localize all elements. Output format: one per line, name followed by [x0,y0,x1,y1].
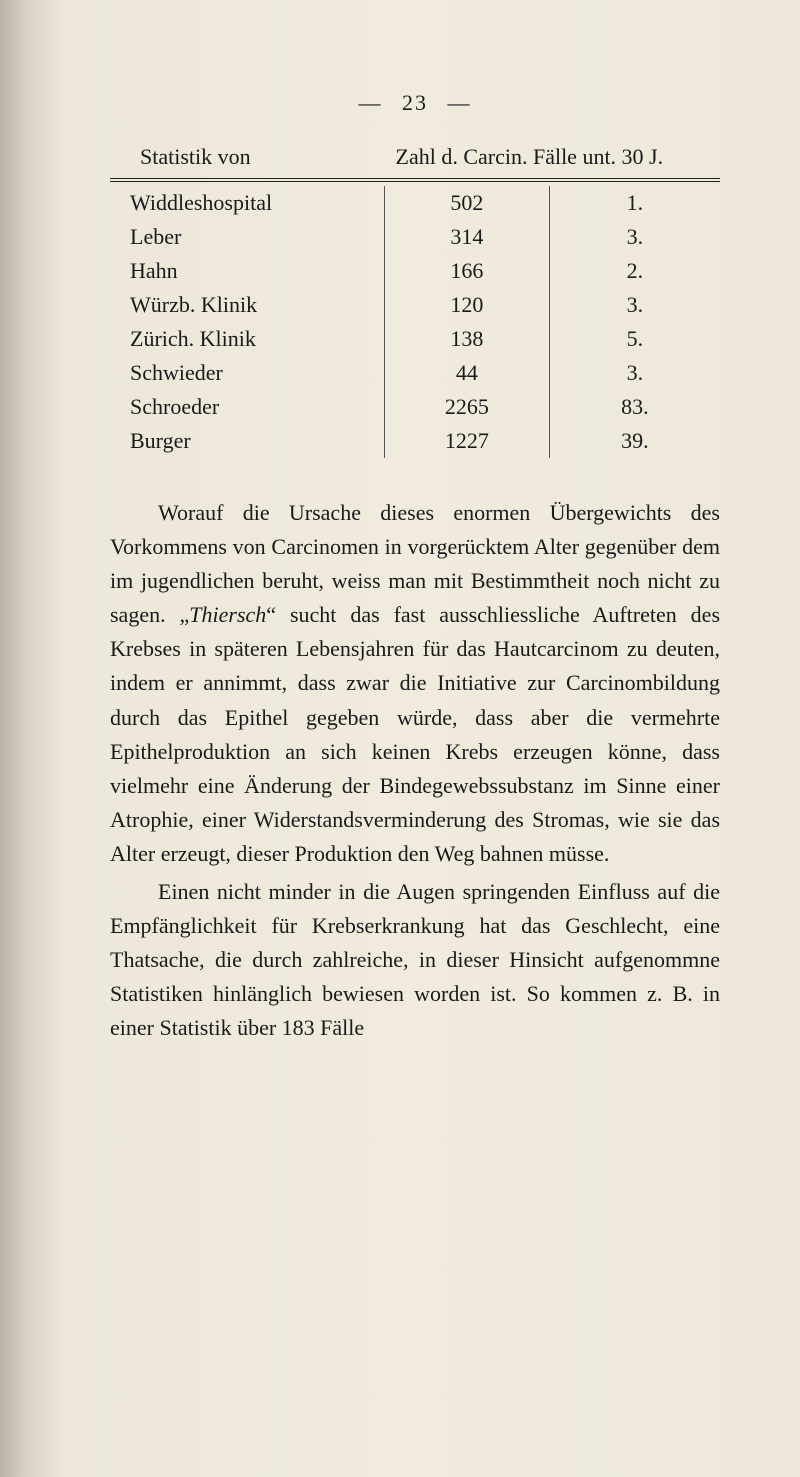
row-name: Würzb. Klinik [110,288,385,322]
row-count: 120 [385,288,550,322]
table-row: Schroeder 2265 83. [110,390,720,424]
row-name: Hahn [110,254,385,288]
row-count: 2265 [385,390,550,424]
row-count: 1227 [385,424,550,458]
row-count: 44 [385,356,550,390]
row-under30: 1. [549,186,720,220]
table-row: Würzb. Klinik 120 3. [110,288,720,322]
table-row: Hahn 166 2. [110,254,720,288]
heading-left: Statistik von [110,144,390,170]
row-under30: 39. [549,424,720,458]
paragraph-2: Einen nicht minder in die Augen springen… [110,875,720,1045]
heading-right: Zahl d. Carcin. Fälle unt. 30 J. [396,144,664,170]
author-thiersch: Thiersch [189,602,266,627]
dash-left: — [359,90,383,116]
row-name: Zürich. Klinik [110,322,385,356]
row-under30: 83. [549,390,720,424]
row-under30: 3. [549,288,720,322]
page-number-row: — 23 — [110,90,720,116]
table-row: Leber 314 3. [110,220,720,254]
table-row: Schwieder 44 3. [110,356,720,390]
page-number: 23 [402,90,428,115]
row-name: Schroeder [110,390,385,424]
dash-right: — [448,90,472,116]
p1-part-b: “ sucht das fast ausschliessliche Auftre… [110,602,720,866]
scanned-page: — 23 — Statistik von Zahl d. Carcin. Fäl… [0,0,800,1477]
paragraph-1: Worauf die Ursache dieses enormen Überge… [110,496,720,871]
heading-rule [110,178,720,182]
row-count: 138 [385,322,550,356]
row-count: 166 [385,254,550,288]
row-name: Leber [110,220,385,254]
row-under30: 3. [549,356,720,390]
row-under30: 5. [549,322,720,356]
row-name: Schwieder [110,356,385,390]
row-name: Widdleshospital [110,186,385,220]
row-under30: 2. [549,254,720,288]
row-under30: 3. [549,220,720,254]
body-text: Worauf die Ursache dieses enormen Überge… [110,496,720,1046]
statistics-table: Widdleshospital 502 1. Leber 314 3. Hahn… [110,186,720,458]
row-name: Burger [110,424,385,458]
row-count: 502 [385,186,550,220]
table-row: Burger 1227 39. [110,424,720,458]
table-row: Zürich. Klinik 138 5. [110,322,720,356]
table-heading: Statistik von Zahl d. Carcin. Fälle unt.… [110,144,720,170]
table-row: Widdleshospital 502 1. [110,186,720,220]
row-count: 314 [385,220,550,254]
